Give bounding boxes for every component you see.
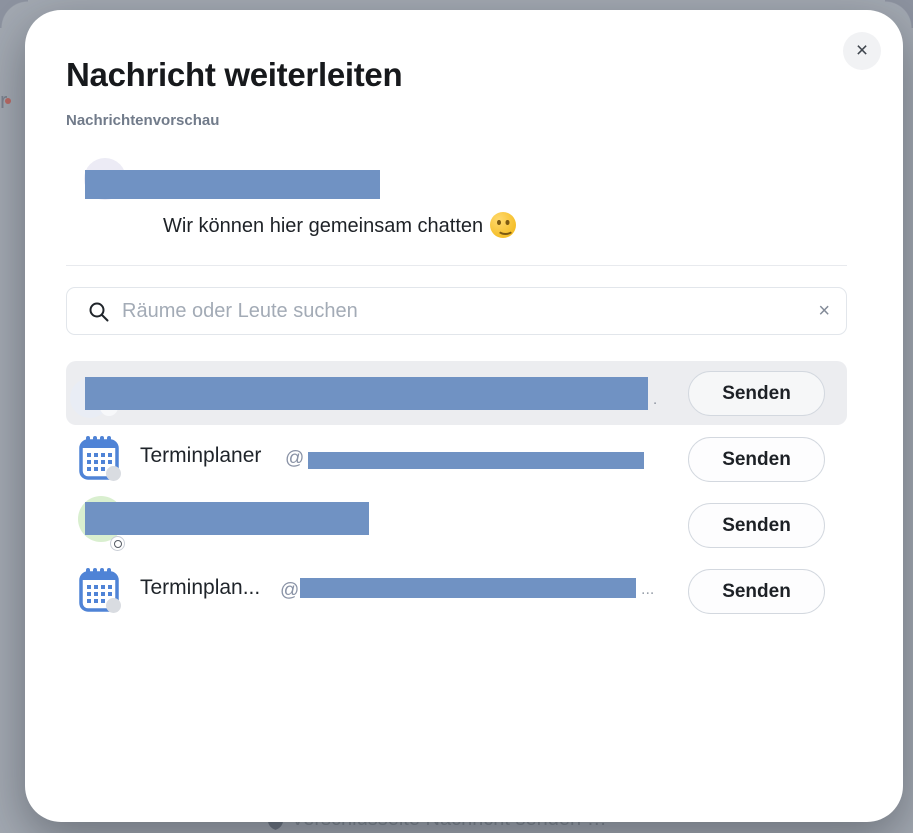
search-input[interactable]	[122, 289, 782, 333]
section-divider	[66, 265, 847, 266]
preview-message-body: Wir können hier gemeinsam chatten	[163, 215, 484, 237]
result-row-selected[interactable]: . Senden	[66, 361, 847, 425]
truncation-ellipsis: .	[653, 391, 658, 408]
result-row[interactable]: Terminplan... @ ... Senden	[66, 559, 847, 623]
result-row[interactable]: Terminplaner @ Senden	[66, 427, 847, 491]
redacted-room-name	[85, 377, 648, 410]
send-button[interactable]: Senden	[688, 437, 825, 482]
avatar-badge	[106, 598, 121, 613]
result-name: Terminplan...	[140, 576, 261, 599]
preview-message-text: Wir können hier gemeinsam chatten	[163, 212, 517, 238]
user-id-at-sign: @	[280, 580, 300, 601]
background-notification-dot	[5, 98, 11, 104]
user-id-at-sign: @	[285, 448, 305, 469]
send-button[interactable]: Senden	[688, 569, 825, 614]
forward-message-dialog: × Nachricht weiterleiten Nachrichtenvors…	[25, 10, 903, 822]
truncation-ellipsis: ...	[641, 581, 655, 598]
search-icon	[89, 302, 109, 322]
avatar-badge	[106, 466, 121, 481]
result-row[interactable]: Senden	[66, 493, 847, 557]
message-preview-label: Nachrichtenvorschau	[66, 112, 220, 129]
clear-search-icon[interactable]: ×	[818, 288, 830, 334]
redacted-user-name	[85, 502, 369, 535]
close-button[interactable]: ×	[843, 32, 881, 70]
redacted-user-id	[300, 578, 636, 598]
redacted-user-id	[308, 452, 644, 469]
result-name: Terminplaner	[140, 444, 262, 467]
redacted-sender-name	[85, 170, 380, 199]
background-text-remnant: r	[0, 88, 8, 113]
presence-offline-icon	[110, 536, 125, 551]
window-corner-top-left	[0, 0, 28, 28]
send-button[interactable]: Senden	[688, 503, 825, 548]
search-box: ×	[66, 287, 847, 335]
send-button[interactable]: Senden	[688, 371, 825, 416]
dialog-title: Nachricht weiterleiten	[66, 56, 403, 93]
slightly-smiling-emoji	[490, 212, 517, 238]
calendar-icon	[79, 568, 119, 612]
